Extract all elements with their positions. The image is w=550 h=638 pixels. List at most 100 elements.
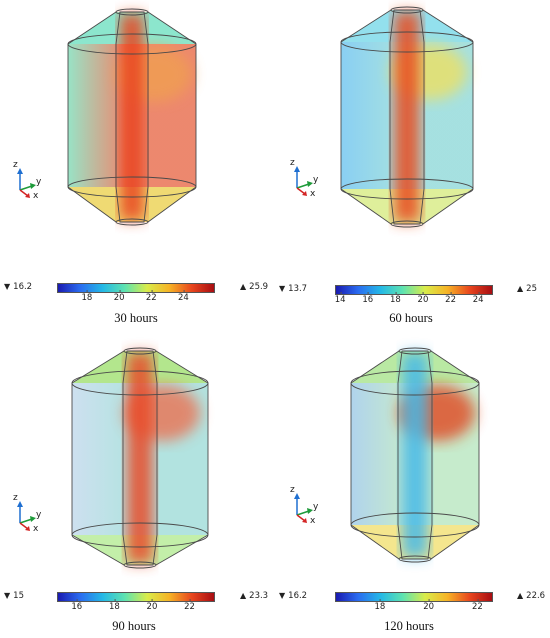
y-axis-arrow <box>296 510 310 516</box>
colorbar-tick-label: 18 <box>81 290 93 303</box>
colorbar-tick-label: 20 <box>417 292 429 305</box>
colorbar-tick-label: 20 <box>113 290 125 303</box>
y-axis-arrow <box>19 185 33 191</box>
roof-edge <box>67 11 117 45</box>
colorbar-gradient <box>57 283 215 293</box>
x-axis-arrow <box>19 522 29 530</box>
y-axis-arrow <box>19 518 33 524</box>
x-axis-label: x <box>33 191 39 201</box>
colorbar-max-label: ▲ 23.3 <box>240 591 269 601</box>
axis-triad-icon <box>17 168 36 198</box>
y-axis-label: y <box>313 175 319 185</box>
colorbar-min-label: ▼ 15 <box>4 591 24 601</box>
y-axis-label: y <box>36 510 42 520</box>
axis-triad-icon <box>17 501 36 531</box>
colorbar-min-label: ▼ 16.2 <box>4 282 33 292</box>
y-axis-head <box>30 516 36 522</box>
y-axis-label: y <box>36 177 42 187</box>
panel-caption: 120 hours <box>384 619 434 633</box>
silo-temperature-plot <box>350 347 480 563</box>
x-axis-label: x <box>33 524 39 534</box>
colorbar: ▼ 13.7 14 16 18 20 22 24 ▲ 25 <box>279 282 547 316</box>
colorbar: ▼ 16.2 18 20 22 ▲ 22.6 <box>279 589 547 623</box>
x-axis-label: x <box>310 189 316 199</box>
y-axis-head <box>307 508 313 514</box>
colorbar-tick-label: 24 <box>472 292 484 305</box>
colorbar-gradient <box>57 592 215 602</box>
max-triangle-icon: ▲ <box>240 591 247 600</box>
core-column <box>402 353 428 557</box>
max-triangle-icon: ▲ <box>517 591 524 600</box>
y-axis-head <box>307 181 313 187</box>
min-triangle-icon: ▼ <box>4 591 11 600</box>
roof-edge <box>147 11 197 45</box>
x-axis-arrow <box>19 189 29 197</box>
x-axis-arrow <box>296 514 306 522</box>
panel-caption: 30 hours <box>114 311 158 325</box>
colorbar-tick-label: 18 <box>389 292 401 305</box>
z-axis-label: z <box>13 493 18 503</box>
silo-temperature-plot <box>71 347 209 569</box>
core-column <box>120 14 144 220</box>
axis-triad-icon <box>294 493 313 523</box>
z-axis-head <box>17 501 23 507</box>
z-axis-label: z <box>290 158 295 168</box>
x-axis-head <box>302 518 307 523</box>
silo-temperature-plot <box>340 6 474 228</box>
hopper-edge <box>155 534 209 566</box>
roof-edge <box>155 350 209 384</box>
colorbar-gradient <box>335 285 493 295</box>
hopper-edge <box>422 188 474 225</box>
slice-plane-outline <box>397 350 433 560</box>
y-axis-label: y <box>313 502 319 512</box>
z-axis-head <box>294 166 300 172</box>
colorbar-tick-label: 22 <box>145 290 157 303</box>
colorbar-tick-label: 22 <box>184 599 195 612</box>
core-column <box>127 353 153 563</box>
x-axis-head <box>25 193 30 198</box>
y-axis-arrow <box>296 183 310 189</box>
colorbar-tick-label: 18 <box>374 599 386 612</box>
colorbar-tick-label: 22 <box>471 599 483 612</box>
z-axis-label: z <box>13 160 18 170</box>
max-triangle-icon: ▲ <box>517 284 524 293</box>
silo-temperature-plot <box>67 8 197 226</box>
min-triangle-icon: ▼ <box>279 284 286 293</box>
roof-edge <box>422 9 474 43</box>
top-opening <box>398 347 432 355</box>
hopper-edge <box>340 188 392 225</box>
panel-caption: 60 hours <box>389 311 433 325</box>
roof-edge <box>350 350 400 384</box>
slice-plane-outline <box>115 11 149 223</box>
min-triangle-icon: ▼ <box>4 282 11 291</box>
colorbar-tick-label: 16 <box>362 292 374 305</box>
axis-triad-icon <box>294 166 313 196</box>
top-opening <box>123 347 157 355</box>
colorbar: ▼ 15 16 18 20 22 ▲ 23.3 <box>4 589 272 623</box>
slice-plane-outline <box>389 9 425 225</box>
y-axis-head <box>30 183 36 189</box>
colorbar-tick-label: 14 <box>334 292 346 305</box>
colorbar-ticks: 18 20 22 24 <box>58 290 214 307</box>
z-axis-label: z <box>290 485 295 495</box>
colorbar-tick-label: 18 <box>108 599 120 612</box>
x-axis-arrow <box>296 187 306 195</box>
x-axis-label: x <box>310 516 316 526</box>
roof-edge <box>340 9 392 43</box>
hopper-edge <box>147 186 197 223</box>
colorbar-tick-label: 16 <box>71 599 83 612</box>
colorbar-tick-label: 22 <box>445 292 456 305</box>
roof-edge <box>71 350 125 384</box>
min-triangle-icon: ▼ <box>279 591 286 600</box>
x-axis-head <box>302 191 307 196</box>
hopper-edge <box>67 186 117 223</box>
colorbar-min-label: ▼ 13.7 <box>279 284 308 294</box>
x-axis-head <box>25 526 30 531</box>
hopper-edge <box>430 524 480 560</box>
panel-caption: 90 hours <box>112 619 156 633</box>
